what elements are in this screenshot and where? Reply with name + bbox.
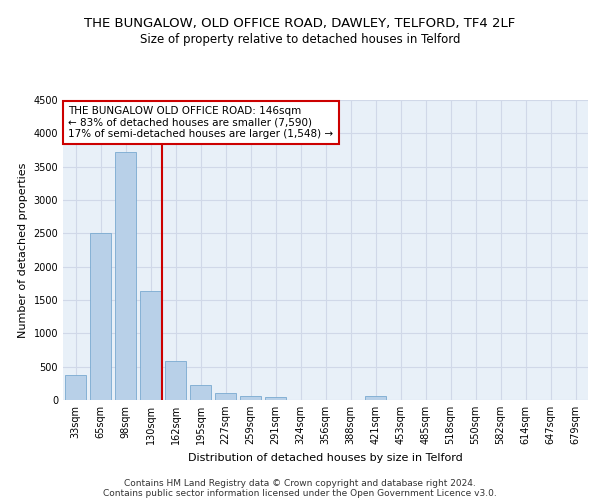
Text: Contains public sector information licensed under the Open Government Licence v3: Contains public sector information licen… [103,488,497,498]
Y-axis label: Number of detached properties: Number of detached properties [18,162,28,338]
Bar [90,234,111,400]
Bar [190,384,211,400]
Bar [65,376,86,400]
Bar [215,394,236,400]
Bar [140,292,161,400]
Bar [115,152,136,400]
Text: THE BUNGALOW, OLD OFFICE ROAD, DAWLEY, TELFORD, TF4 2LF: THE BUNGALOW, OLD OFFICE ROAD, DAWLEY, T… [85,18,515,30]
Text: THE BUNGALOW OLD OFFICE ROAD: 146sqm
← 83% of detached houses are smaller (7,590: THE BUNGALOW OLD OFFICE ROAD: 146sqm ← 8… [68,106,334,139]
Bar [240,396,261,400]
X-axis label: Distribution of detached houses by size in Telford: Distribution of detached houses by size … [188,452,463,462]
Text: Contains HM Land Registry data © Crown copyright and database right 2024.: Contains HM Land Registry data © Crown c… [124,478,476,488]
Bar [365,396,386,400]
Bar [165,362,186,400]
Bar [265,398,286,400]
Text: Size of property relative to detached houses in Telford: Size of property relative to detached ho… [140,32,460,46]
